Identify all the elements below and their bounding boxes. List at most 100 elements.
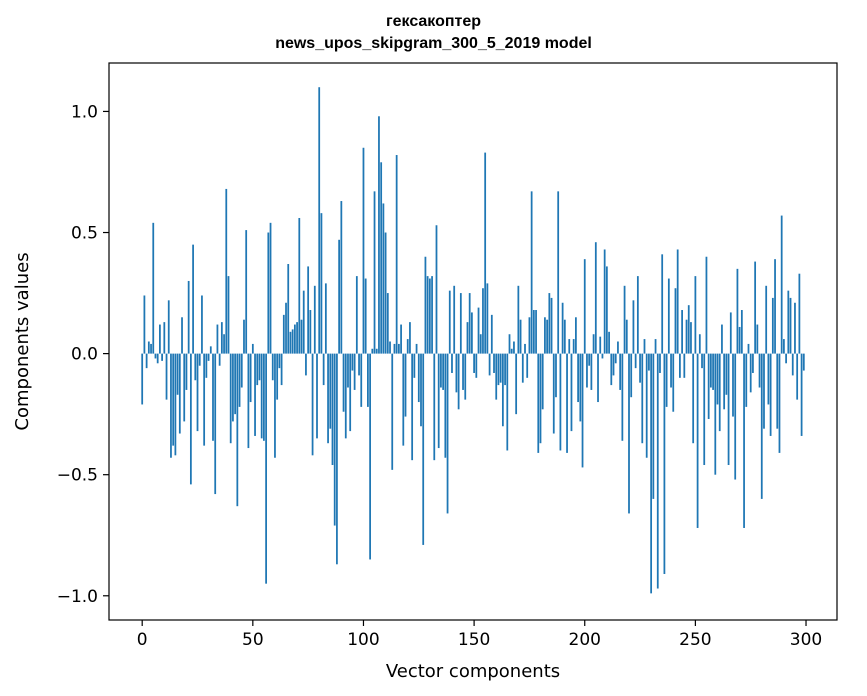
bar bbox=[338, 239, 341, 354]
bar bbox=[395, 155, 398, 354]
bar bbox=[621, 353, 624, 441]
bar bbox=[236, 353, 239, 507]
bar bbox=[628, 353, 630, 514]
bar bbox=[369, 353, 371, 560]
bar bbox=[143, 295, 146, 354]
bar bbox=[800, 353, 803, 436]
bar bbox=[293, 324, 296, 354]
bar bbox=[776, 353, 779, 429]
bar bbox=[428, 278, 431, 354]
bar bbox=[608, 331, 610, 354]
bar bbox=[499, 353, 502, 383]
bar bbox=[546, 319, 549, 354]
bar bbox=[152, 222, 155, 354]
bar bbox=[271, 353, 274, 381]
bar bbox=[426, 276, 429, 354]
bar bbox=[176, 353, 179, 395]
bar bbox=[451, 353, 453, 373]
y-tick-label: −0.5 bbox=[57, 466, 98, 486]
bar bbox=[311, 353, 314, 456]
bar bbox=[561, 302, 564, 354]
bar bbox=[725, 353, 728, 395]
bar bbox=[232, 353, 234, 422]
bar bbox=[685, 319, 688, 354]
y-tick-label: −1.0 bbox=[57, 587, 98, 607]
bar bbox=[510, 348, 513, 354]
bar bbox=[488, 353, 491, 376]
bar bbox=[504, 353, 506, 386]
bar bbox=[648, 353, 650, 371]
bar bbox=[298, 217, 301, 354]
bar bbox=[550, 297, 553, 354]
bar bbox=[727, 353, 730, 466]
bar bbox=[420, 353, 422, 427]
bar bbox=[732, 353, 734, 417]
x-tick-label: 200 bbox=[569, 630, 601, 650]
bar bbox=[493, 353, 495, 373]
bar bbox=[464, 353, 467, 400]
bar bbox=[575, 317, 577, 354]
bar bbox=[497, 353, 500, 386]
bar bbox=[610, 353, 613, 386]
bar bbox=[475, 353, 478, 378]
bar bbox=[316, 353, 318, 439]
bar bbox=[353, 353, 356, 390]
bar bbox=[530, 191, 533, 354]
bar bbox=[440, 353, 442, 388]
bar bbox=[749, 353, 752, 393]
bar bbox=[209, 346, 212, 354]
bar bbox=[517, 285, 520, 354]
bar bbox=[787, 290, 790, 354]
bar bbox=[265, 353, 267, 584]
bar bbox=[324, 283, 327, 354]
x-tick-label: 100 bbox=[347, 630, 379, 650]
bar bbox=[767, 353, 770, 405]
bar bbox=[459, 293, 462, 354]
axes-frame bbox=[108, 62, 838, 621]
bar bbox=[716, 353, 719, 405]
bar bbox=[342, 353, 345, 412]
bar bbox=[670, 353, 672, 388]
bar bbox=[568, 339, 571, 354]
bar bbox=[349, 353, 352, 432]
y-axis-label: Components values bbox=[12, 252, 33, 430]
bar bbox=[778, 353, 781, 453]
bar bbox=[601, 353, 604, 359]
bar bbox=[462, 353, 464, 390]
bar bbox=[802, 353, 805, 371]
bar bbox=[473, 353, 475, 373]
bar bbox=[243, 319, 245, 354]
bar bbox=[305, 353, 307, 376]
bar bbox=[291, 329, 294, 354]
bar bbox=[165, 353, 168, 400]
bar bbox=[256, 353, 259, 386]
bar bbox=[501, 353, 504, 427]
bar bbox=[524, 343, 526, 354]
bar bbox=[705, 256, 708, 354]
bar bbox=[280, 353, 283, 386]
bar bbox=[397, 343, 400, 354]
bar bbox=[384, 232, 387, 354]
bar bbox=[729, 312, 732, 354]
bar bbox=[594, 242, 597, 354]
bar bbox=[745, 353, 748, 407]
bar bbox=[198, 353, 201, 366]
bar bbox=[641, 353, 644, 444]
bar bbox=[643, 339, 646, 354]
bar bbox=[583, 259, 586, 354]
bar bbox=[331, 353, 334, 466]
bar bbox=[373, 191, 376, 354]
bar bbox=[763, 353, 765, 429]
bar bbox=[313, 285, 316, 354]
bar bbox=[528, 317, 531, 354]
bar bbox=[455, 353, 458, 393]
bar bbox=[667, 278, 670, 354]
bar bbox=[285, 302, 287, 354]
bar bbox=[282, 314, 285, 354]
bar bbox=[417, 353, 420, 403]
bar bbox=[526, 353, 529, 378]
bar bbox=[760, 353, 763, 499]
bar bbox=[619, 353, 622, 390]
bar bbox=[156, 353, 159, 364]
bar bbox=[448, 290, 451, 354]
